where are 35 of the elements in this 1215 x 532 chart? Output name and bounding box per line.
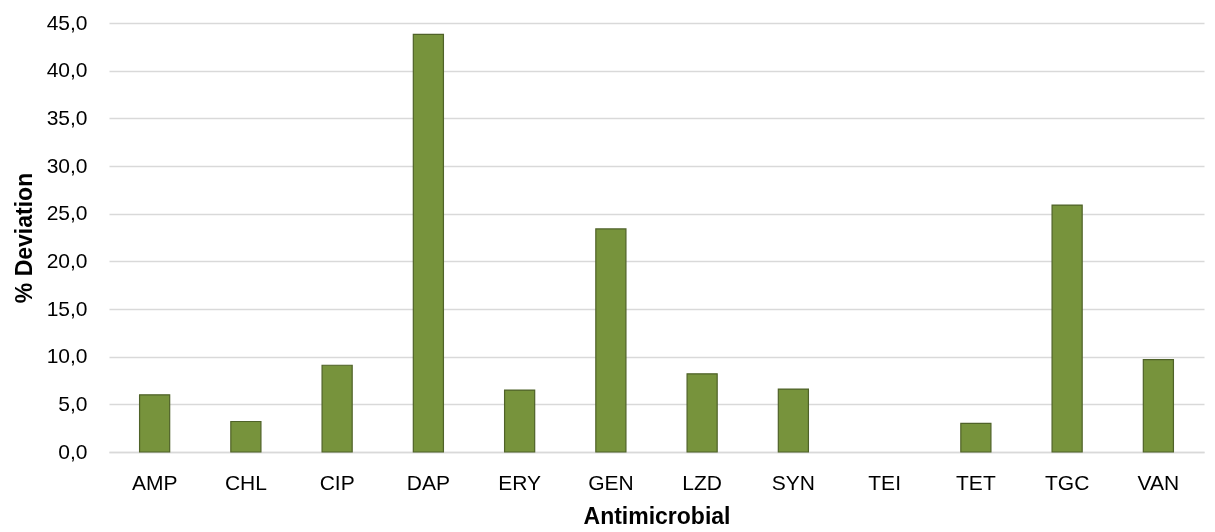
x-tick-label: CIP [319, 470, 355, 494]
y-tick-label: 20,0 [46, 248, 88, 272]
y-tick-label: 10,0 [46, 344, 88, 368]
y-tick-label: 45,0 [46, 10, 88, 34]
x-tick-label: GEN [588, 470, 634, 494]
y-tick-label: 35,0 [46, 105, 88, 129]
bar [230, 420, 262, 453]
bar [595, 228, 627, 453]
bar [960, 422, 992, 453]
x-tick-label: ERY [498, 470, 542, 494]
x-tick-label: CHL [224, 470, 267, 494]
bar [777, 388, 810, 453]
bar [503, 389, 536, 453]
y-tick-label: 0,0 [58, 439, 88, 463]
x-tick-label: TEI [868, 470, 901, 494]
x-tick-label: LZD [682, 470, 722, 494]
x-tick-label: SYN [771, 470, 815, 494]
bar [1051, 204, 1083, 453]
bar [1142, 358, 1175, 453]
y-tick-label: 5,0 [58, 391, 88, 415]
x-axis-title: Antimicrobial [583, 502, 731, 529]
bar [686, 373, 718, 453]
bar [321, 364, 353, 453]
x-tick-label: DAP [406, 470, 450, 494]
y-tick-label: 40,0 [46, 58, 88, 82]
x-tick-label: TET [956, 470, 996, 494]
y-tick-label: 15,0 [46, 296, 88, 320]
y-axis-title: % Deviation [10, 172, 37, 304]
bar [412, 33, 445, 453]
y-tick-label: 30,0 [46, 153, 88, 177]
x-tick-label: VAN [1137, 470, 1180, 494]
x-tick-label: TGC [1044, 470, 1090, 494]
bar [138, 394, 171, 453]
y-tick-label: 25,0 [46, 201, 88, 225]
x-tick-label: AMP [131, 470, 178, 494]
